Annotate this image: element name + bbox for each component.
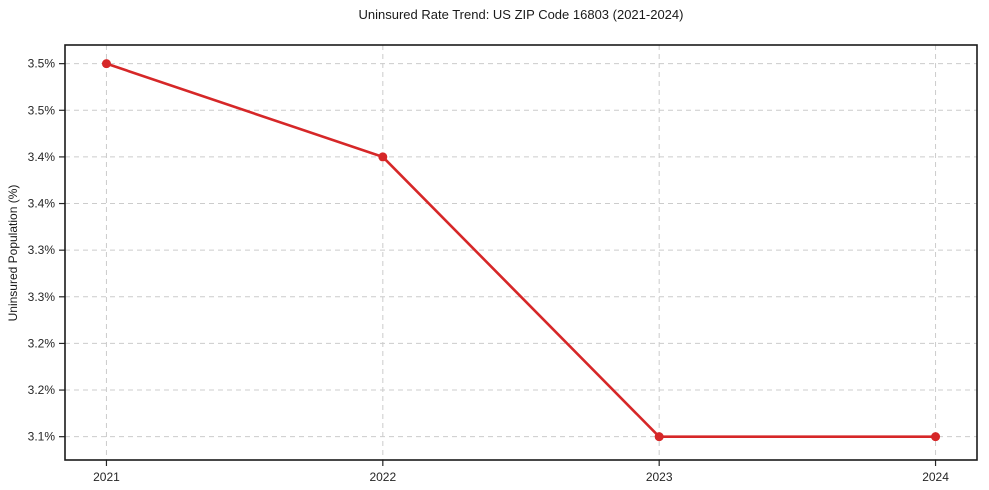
y-tick-label: 3.2% <box>28 336 56 350</box>
x-tick-label: 2024 <box>922 470 949 484</box>
chart-title: Uninsured Rate Trend: US ZIP Code 16803 … <box>358 7 684 22</box>
y-tick-label: 3.3% <box>28 243 56 257</box>
y-tick-label: 3.3% <box>28 290 56 304</box>
y-tick-label: 3.2% <box>28 383 56 397</box>
y-tick-label: 3.5% <box>28 57 56 71</box>
y-tick-label: 3.4% <box>28 197 56 211</box>
y-tick-label: 3.4% <box>28 150 56 164</box>
y-tick-label: 3.1% <box>28 430 56 444</box>
data-point-2021 <box>101 59 111 69</box>
y-tick-label: 3.5% <box>28 103 56 117</box>
x-tick-label: 2023 <box>646 470 673 484</box>
x-tick-label: 2022 <box>369 470 396 484</box>
x-tick-label: 2021 <box>93 470 120 484</box>
data-point-2024 <box>931 432 941 442</box>
data-point-2022 <box>378 152 388 162</box>
plot-frame <box>64 44 978 461</box>
trend-line <box>105 62 937 438</box>
data-point-2023 <box>654 432 664 442</box>
